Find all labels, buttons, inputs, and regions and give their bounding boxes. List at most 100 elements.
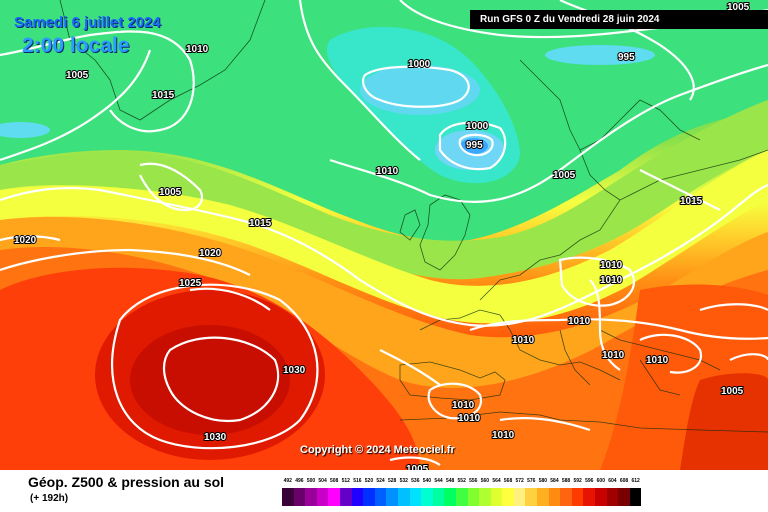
- forecast-date: Samedi 6 juillet 2024: [14, 14, 161, 31]
- isobar-label: 1000: [466, 121, 489, 132]
- scale-label: 520: [364, 478, 374, 484]
- scale-label: 564: [492, 478, 501, 484]
- scale-swatch: [606, 488, 619, 506]
- isobar-label: 1010: [600, 275, 623, 286]
- scale-label: 596: [585, 478, 594, 484]
- run-banner: Run GFS 0 Z du Vendredi 28 juin 2024: [470, 10, 768, 29]
- isobar-label: 1025: [179, 278, 202, 289]
- scale-swatch: [583, 488, 596, 506]
- isobars: [0, 0, 768, 465]
- geopotential-yellow-band: [0, 150, 768, 324]
- scale-label: 540: [422, 478, 432, 484]
- isobar-label: 1005: [721, 386, 744, 397]
- scale-swatch: [455, 488, 468, 506]
- isobar-label: 1010: [452, 400, 475, 411]
- scale-swatch: [595, 488, 607, 506]
- isobar-label: 1015: [152, 90, 175, 101]
- isobar-label: 1010: [492, 430, 515, 441]
- scale-label: 512: [341, 478, 350, 484]
- scale-label: 504: [318, 478, 327, 484]
- scale-swatch: [537, 488, 549, 506]
- isobar-label: 1015: [249, 218, 272, 229]
- isobar-label: 1000: [408, 59, 431, 70]
- isobar-label: 1020: [14, 235, 37, 246]
- scale-label: 572: [515, 478, 524, 484]
- scale-swatch: [444, 488, 456, 506]
- scale-label: 592: [573, 478, 582, 484]
- scale-colors: [282, 488, 642, 506]
- scale-label: 496: [295, 478, 304, 484]
- isobar-label: 1005: [553, 170, 576, 181]
- scale-label: 516: [353, 478, 362, 484]
- scale-swatch: [548, 488, 561, 506]
- isobar-label: 1010: [512, 335, 535, 346]
- scale-swatch: [293, 488, 306, 506]
- isobar-label: 1010: [186, 44, 209, 55]
- color-scale: 492 496 500 504 508 512 516 520 524 528 532 536 540 5…: [282, 478, 642, 508]
- legend-footer: Géop. Z500 & pression au sol (+ 192h) 49…: [0, 470, 768, 512]
- isobar-label: 1010: [646, 355, 669, 366]
- scale-labels: 492 496 500 504 508 512 516 520 524 528 532 536 540 5…: [282, 478, 641, 487]
- isobar-label: 995: [618, 52, 635, 63]
- cyan-patch-north: [545, 45, 655, 65]
- scale-swatch: [513, 488, 526, 506]
- isobar-label: 1030: [204, 432, 227, 443]
- scale-label: 560: [480, 478, 490, 484]
- isobar-label: 1005: [159, 187, 182, 198]
- scale-swatch: [339, 488, 352, 506]
- geopotential-east-darkred: [680, 373, 768, 470]
- scale-swatch: [502, 488, 514, 506]
- scale-swatch: [316, 488, 329, 506]
- scale-label: 580: [538, 478, 548, 484]
- isobar-label: 995: [466, 140, 483, 151]
- isobar-label: 1020: [199, 248, 222, 259]
- scale-label: 608: [619, 478, 629, 484]
- isobar-label: 1015: [680, 196, 703, 207]
- scale-label: 508: [330, 478, 339, 484]
- scale-label: 612: [631, 478, 640, 484]
- scale-swatch: [374, 488, 387, 506]
- isobar-label: 1030: [283, 365, 306, 376]
- scale-swatch: [397, 488, 410, 506]
- scale-swatch: [629, 488, 642, 506]
- scale-label: 500: [306, 478, 316, 484]
- scale-swatch: [560, 488, 572, 506]
- scale-label: 532: [399, 478, 408, 484]
- isobar-label: 1010: [602, 350, 625, 361]
- weather-map: 1005 1010 1015 1005 1000 995 1000 995 10…: [0, 0, 768, 470]
- scale-swatch: [571, 488, 584, 506]
- isobar-label: 1010: [458, 413, 481, 424]
- scale-label: 600: [596, 478, 605, 484]
- scale-swatch: [479, 488, 491, 506]
- scale-label: 528: [387, 478, 397, 484]
- scale-label: 576: [527, 478, 536, 484]
- scale-swatch: [525, 488, 538, 506]
- scale-label: 536: [411, 478, 420, 484]
- scale-label: 552: [457, 478, 466, 484]
- scale-swatch: [432, 488, 445, 506]
- scale-swatch: [467, 488, 480, 506]
- isobar-label: 1005: [66, 70, 89, 81]
- isobar-label: 1010: [568, 316, 591, 327]
- scale-swatch: [363, 488, 375, 506]
- scale-label: 588: [561, 478, 571, 484]
- copyright: Copyright © 2024 Meteociel.fr: [300, 444, 455, 456]
- forecast-time: 2:00 locale: [22, 34, 130, 57]
- scale-swatch: [351, 488, 364, 506]
- scale-swatch: [305, 488, 317, 506]
- scale-swatch: [490, 488, 503, 506]
- isobar-label: 1005: [406, 464, 429, 470]
- forecast-range: (+ 192h): [30, 493, 69, 504]
- scale-label: 544: [434, 478, 443, 484]
- geopotential-high-center: [130, 325, 290, 435]
- scale-swatch: [421, 488, 433, 506]
- map-title: Géop. Z500 & pression au sol: [28, 474, 225, 490]
- scale-label: 548: [445, 478, 455, 484]
- cyan-patch-west: [0, 122, 50, 138]
- scale-label: 568: [503, 478, 513, 484]
- geopotential-lightgreen-band: [0, 100, 768, 280]
- scale-swatch: [618, 488, 630, 506]
- low-pressure-eye: [460, 138, 488, 154]
- scale-swatch: [409, 488, 422, 506]
- scale-swatch: [386, 488, 398, 506]
